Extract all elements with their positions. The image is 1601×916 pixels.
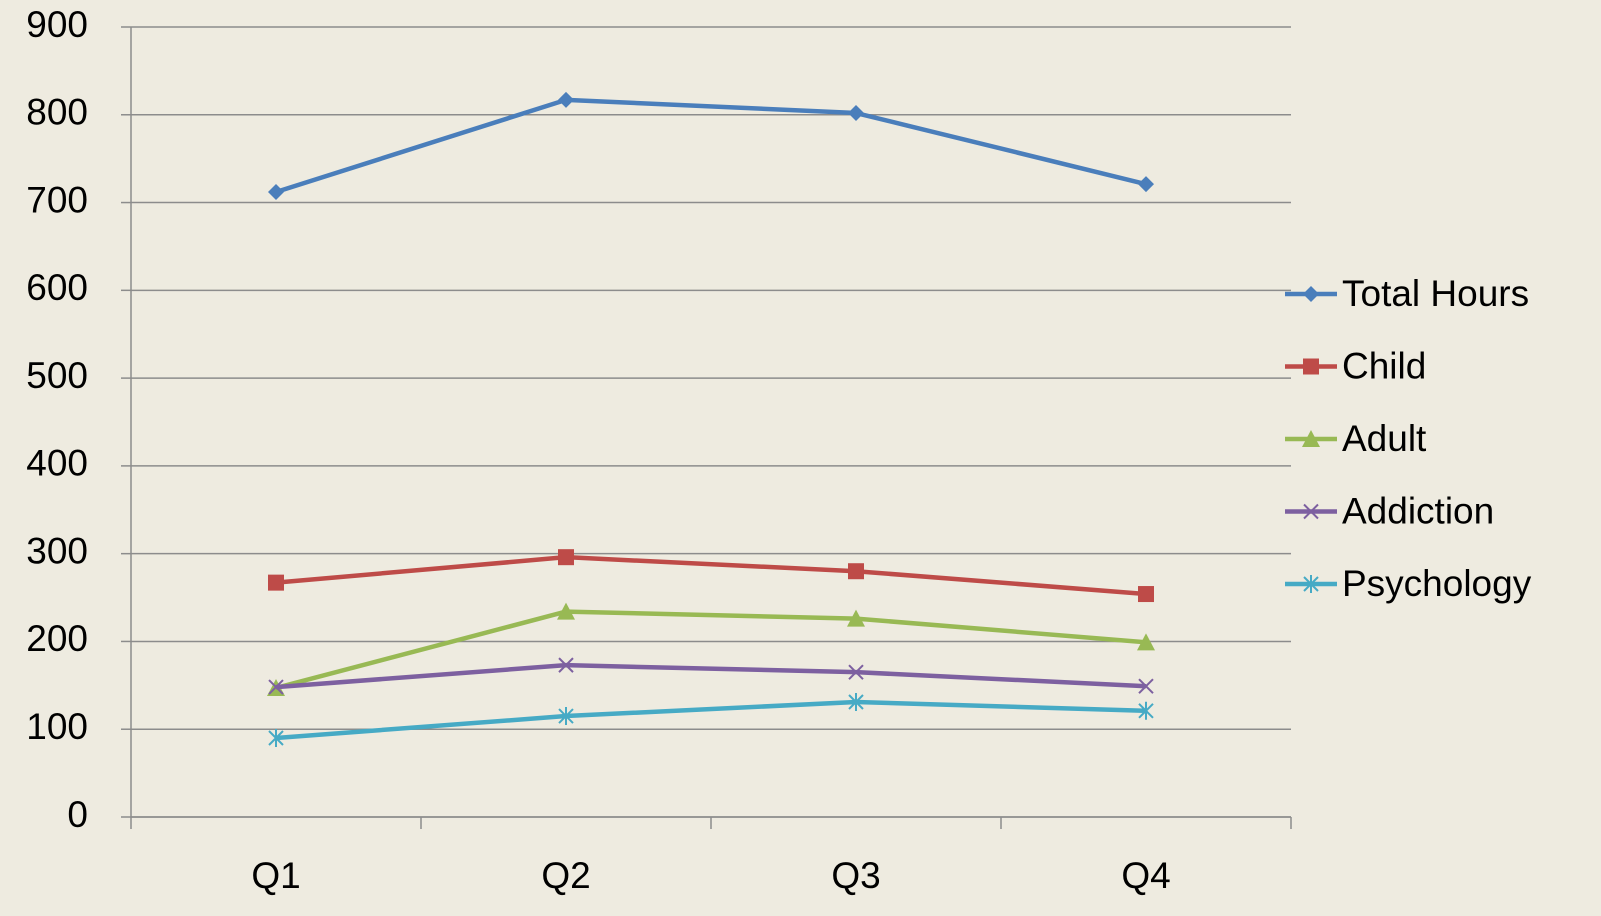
marker [1303, 575, 1319, 593]
marker-shape [1138, 701, 1154, 720]
marker [1138, 701, 1154, 720]
y-tick-label: 300 [26, 530, 88, 571]
marker [268, 679, 284, 695]
marker-shape [558, 549, 574, 566]
legend-label: Psychology [1342, 563, 1532, 604]
marker [848, 693, 864, 712]
legend-label: Adult [1342, 418, 1427, 459]
series-line [275, 699, 1147, 741]
series-line [275, 554, 1147, 597]
marker [1303, 503, 1319, 520]
marker-shape [1138, 678, 1154, 694]
y-tick-label: 100 [26, 706, 88, 747]
marker [268, 184, 284, 201]
x-tick-label: Q4 [1121, 855, 1170, 896]
marker-shape [1303, 575, 1319, 593]
marker-shape [848, 693, 864, 712]
marker-shape [1303, 358, 1319, 375]
x-tick-label: Q3 [831, 855, 880, 896]
marker [558, 707, 574, 726]
y-tick-label: 600 [26, 267, 88, 308]
marker [848, 664, 864, 680]
marker [848, 105, 864, 122]
y-tick-label: 800 [26, 92, 88, 133]
marker [1138, 678, 1154, 694]
marker [848, 563, 864, 580]
series-line [275, 662, 1147, 690]
marker-shape [268, 729, 284, 747]
marker-shape [1303, 503, 1319, 520]
series-line [275, 97, 1147, 195]
series-line [275, 609, 1147, 691]
marker-shape [268, 679, 284, 695]
marker-shape [1138, 586, 1154, 603]
y-tick-label: 500 [26, 355, 88, 396]
marker-shape [1138, 176, 1154, 193]
marker [557, 602, 575, 620]
y-tick-label: 900 [26, 4, 88, 45]
marker-shape [1302, 430, 1320, 447]
marker-shape [848, 105, 864, 122]
marker [558, 91, 574, 108]
marker [1303, 286, 1319, 302]
marker [1137, 633, 1155, 651]
marker-shape [848, 664, 864, 680]
marker-shape [557, 602, 575, 620]
legend-label: Total Hours [1342, 273, 1529, 314]
marker-shape [268, 184, 284, 201]
marker-shape [1303, 286, 1319, 302]
marker [1138, 176, 1154, 193]
marker [268, 729, 284, 747]
y-tick-label: 700 [26, 179, 88, 220]
x-tick-label: Q2 [541, 855, 590, 896]
x-tick-label: Q1 [251, 855, 300, 896]
marker [268, 574, 284, 591]
marker-shape [848, 563, 864, 580]
marker-shape [268, 574, 284, 591]
marker [1303, 358, 1319, 375]
legend-label: Child [1342, 345, 1426, 386]
marker-shape [558, 707, 574, 726]
marker [558, 549, 574, 566]
y-tick-label: 400 [26, 443, 88, 484]
marker [1302, 430, 1320, 447]
legend-label: Addiction [1342, 490, 1494, 531]
marker [847, 609, 865, 627]
marker [1138, 586, 1154, 603]
y-tick-label: 0 [67, 794, 88, 835]
marker-shape [847, 609, 865, 627]
y-tick-label: 200 [26, 618, 88, 659]
marker [558, 657, 574, 673]
marker-shape [558, 91, 574, 108]
marker-shape [1137, 633, 1155, 651]
marker-shape [558, 657, 574, 673]
